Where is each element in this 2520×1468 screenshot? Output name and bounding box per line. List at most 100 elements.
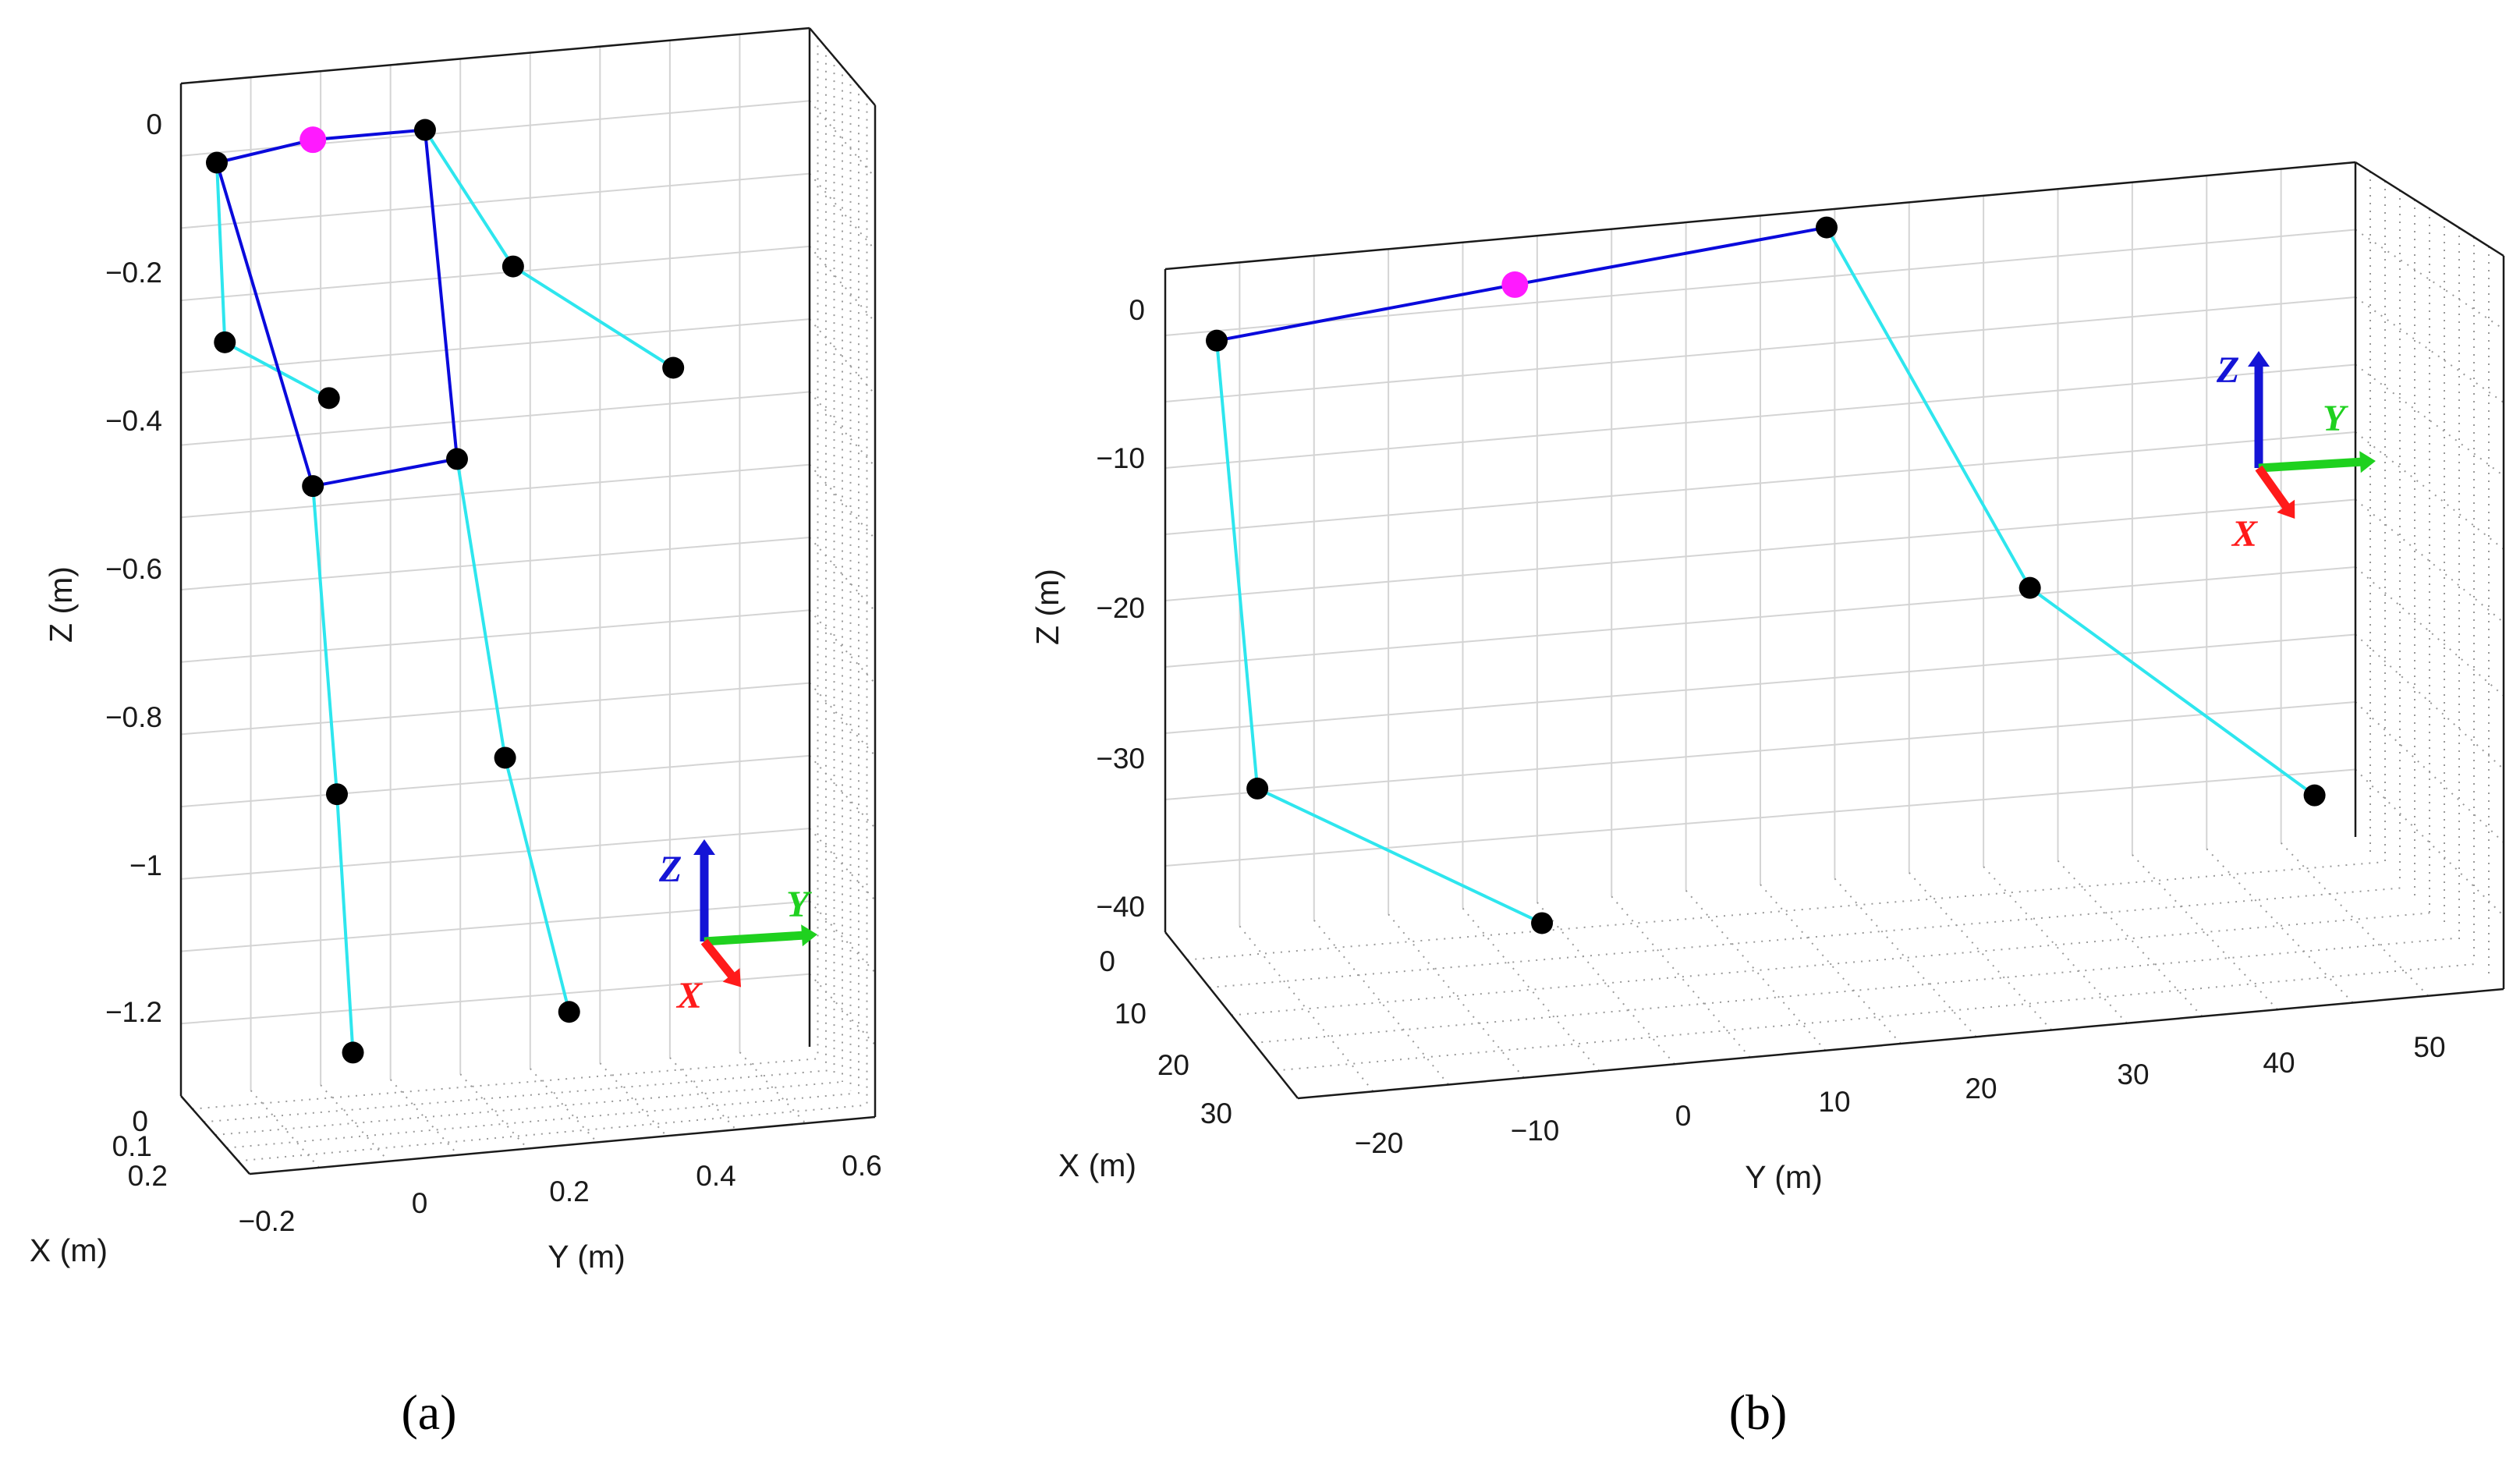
a-body-link: [312, 457, 458, 488]
a-z-tick-label: −1: [129, 849, 162, 881]
b-z-tick-label: −30: [1096, 743, 1145, 775]
a-y-tick-label: 0: [412, 1187, 428, 1219]
a-joint-point: [317, 387, 340, 410]
b-limb-link: [1215, 340, 1260, 789]
panel-a-points: [206, 119, 685, 1064]
a-box-edge: [809, 27, 876, 106]
b-floor-grid-line: [1611, 895, 1751, 1058]
b-side-grid-line: [2355, 431, 2504, 550]
panel-a-triad: Z Y X: [658, 839, 817, 1016]
a-limb-link: [335, 794, 355, 1053]
b-side-grid-line: [2355, 229, 2504, 330]
a-grid-line: [180, 609, 810, 663]
b-y-tick-label: −20: [1355, 1127, 1404, 1159]
b-triad-y-arrow: [2258, 457, 2364, 473]
b-z-tick-label: −10: [1096, 442, 1145, 474]
b-limb-link: [1825, 226, 2032, 589]
b-z-tick-label: −20: [1096, 592, 1145, 624]
b-grid-line: [1164, 229, 2356, 336]
a-side-grid-line: [809, 973, 876, 1046]
panel-a-ylabel: Y (m): [548, 1239, 625, 1275]
a-z-tick-label: −0.4: [105, 405, 162, 437]
b-joint-point: [1246, 777, 1269, 800]
b-box-edge: [1297, 988, 2504, 1100]
b-triad-y-arrow-head: [2359, 451, 2376, 473]
a-joint-point: [214, 331, 236, 353]
a-body-link: [423, 129, 459, 459]
a-joint-point: [662, 356, 685, 379]
a-box-edge: [249, 1115, 876, 1175]
a-triad-x-label: X: [675, 975, 703, 1016]
b-x-tick-label: 0: [1099, 945, 1115, 977]
a-floor-grid-line: [250, 1090, 320, 1168]
b-box-edge: [2355, 161, 2504, 257]
b-floor-grid-line: [2132, 854, 2278, 1010]
a-side-grid-line: [809, 464, 876, 540]
panel-b-links: [1215, 225, 2316, 925]
a-side-grid-line: [809, 828, 876, 901]
b-y-tick-label: 10: [1818, 1086, 1850, 1118]
panel-a-grid: [180, 34, 876, 1168]
panel-a-zlabel: Z (m): [43, 566, 79, 643]
a-side-grid-line: [809, 100, 876, 179]
b-floor-grid-line: [1909, 872, 2052, 1031]
a-floor-grid-line: [226, 1093, 854, 1149]
a-floor-grid-line: [459, 1073, 529, 1150]
a-floor-grid-line: [192, 1058, 821, 1110]
b-floor-grid-line: [1388, 913, 1525, 1079]
b-triad-z-label: Z: [2216, 349, 2239, 391]
a-body-link: [216, 138, 314, 165]
b-floor-grid-line: [2280, 842, 2430, 997]
panel-b-xlabel: X (m): [1058, 1147, 1136, 1183]
a-limb-link: [503, 757, 571, 1012]
b-floor-grid-line: [1209, 887, 2405, 988]
b-grid-line: [1164, 566, 2356, 668]
a-joint-point: [342, 1041, 364, 1064]
a-triad-z-arrow-head: [693, 839, 715, 855]
b-side-grid-line: [2355, 566, 2504, 697]
a-grid-line: [180, 172, 810, 229]
b-grid-line: [1164, 498, 2356, 601]
b-y-tick-label: 40: [2263, 1047, 2295, 1079]
a-triad-x-arrow: [700, 938, 737, 980]
panel-b-ylabel: Y (m): [1745, 1159, 1822, 1195]
a-side-grid-line: [809, 318, 876, 395]
a-joint-point: [413, 119, 436, 141]
a-floor-grid-line: [238, 1105, 865, 1162]
b-floor-grid-line: [1239, 925, 1374, 1092]
a-joint-point: [494, 746, 516, 769]
b-grid-line: [1164, 296, 2356, 402]
a-x-tick-label: 0: [132, 1105, 148, 1137]
b-center-point: [1501, 271, 1529, 298]
a-side-grid-line: [809, 172, 876, 250]
b-grid-line: [1164, 633, 2356, 734]
b-floor-grid-line: [2206, 848, 2354, 1004]
a-x-tick-label: 0.1: [112, 1130, 152, 1162]
a-limb-link: [424, 129, 515, 268]
a-z-tick-label: −0.8: [105, 701, 162, 733]
a-joint-point: [206, 151, 228, 174]
panel-a-links: [215, 128, 675, 1053]
b-y-tick-label: −10: [1511, 1115, 1560, 1147]
a-limb-link: [215, 162, 227, 342]
a-box-edge: [180, 27, 810, 85]
b-triad-x-arrow: [2255, 465, 2291, 512]
a-y-tick-label: 0.4: [696, 1160, 735, 1192]
b-grid-line: [1164, 431, 2356, 535]
b-joint-point: [1816, 216, 1838, 239]
a-grid-line: [180, 318, 810, 374]
a-joint-point: [302, 475, 324, 498]
a-body-link: [215, 161, 315, 487]
b-floor-grid-line: [1685, 889, 1827, 1051]
b-body-link: [1514, 225, 1827, 286]
b-side-grid-line: [2355, 768, 2504, 917]
b-floor-grid-line: [1231, 912, 2430, 1016]
b-x-tick-label: 10: [1115, 998, 1147, 1030]
b-limb-link: [1256, 787, 1543, 925]
b-z-tick-label: 0: [1129, 294, 1145, 326]
b-floor-grid-line: [1313, 920, 1450, 1086]
a-floor-grid-line: [204, 1069, 832, 1123]
a-grid-line: [180, 391, 810, 446]
